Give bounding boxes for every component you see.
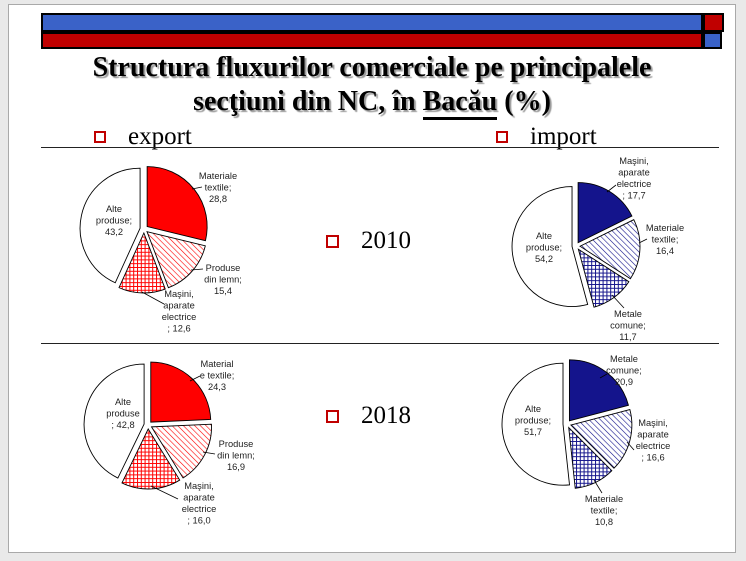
leader-line-0 — [191, 186, 203, 190]
pie-svg-export-2010: Materiale textile; 28,8 Produse din lemn; 15,… — [79, 166, 242, 334]
slice-label-1: Maşini, aparate electrice; 16,6 — [636, 418, 671, 463]
pie-slice-2 — [118, 231, 166, 294]
leader-line-1 — [190, 268, 204, 271]
pie-slice-2 — [121, 428, 181, 490]
slide-title-place: Bacău — [422, 86, 498, 120]
bullet-square-icon — [94, 131, 106, 143]
pie-slice-1 — [579, 219, 641, 280]
leader-line-2 — [150, 485, 179, 500]
top-bar-red — [41, 32, 703, 49]
pie-slice-3 — [79, 167, 141, 284]
pie-slice-1 — [146, 231, 206, 289]
slice-label-3: Alte produse; 54,2 — [526, 231, 562, 264]
slide: Structura fluxurilor comerciale pe princ… — [8, 4, 736, 553]
slice-label-1: Produse din lemn; 16,9 — [217, 439, 255, 472]
slice-label-2: Maşini, aparate electrice; 16,0 — [182, 481, 217, 526]
slide-title: Structura fluxurilor comerciale pe princ… — [9, 51, 735, 120]
slice-label-3: Alte produse; 42,8 — [106, 397, 140, 430]
slide-title-line2: secţiuni din NC, în Bacău (%) — [9, 85, 735, 120]
pie-chart-import-2018: Metale comune; 20,9 Maşini, aparate electrice… — [481, 346, 746, 535]
pie-slice-2 — [577, 248, 630, 308]
slide-title-line2-post: (%) — [497, 86, 551, 117]
row-divider-line — [41, 343, 719, 344]
leader-line-2 — [141, 291, 165, 305]
slice-label-0: Metale comune; 20,9 — [606, 354, 642, 387]
bullet-square-icon — [496, 131, 508, 143]
pie-chart-import-2010: Maşini, aparate electrice; 17,7 Materiale te… — [481, 151, 746, 350]
year-label-2010: 2010 — [326, 227, 411, 255]
column-header-import: import — [496, 123, 597, 151]
leader-line-1 — [626, 441, 635, 451]
year-2018-text: 2018 — [361, 402, 411, 429]
column-header-export-label: export — [128, 123, 192, 150]
slice-label-3: Alte produse; 51,7 — [515, 404, 551, 437]
leader-line-2 — [611, 294, 625, 309]
leader-line-2 — [593, 479, 603, 494]
pie-slice-0 — [577, 182, 633, 244]
bullet-square-icon — [326, 234, 339, 248]
slice-label-0: Material e textile; 24,3 — [200, 359, 235, 392]
leader-line-0 — [606, 184, 617, 193]
slice-label-0: Materiale textile; 28,8 — [199, 171, 237, 204]
slice-label-2: Maşini, aparate electrice; 12,6 — [162, 289, 197, 334]
slide-title-line1: Structura fluxurilor comerciale pe princ… — [92, 52, 652, 83]
header-divider-line — [41, 147, 719, 148]
pie-slice-3 — [511, 186, 589, 307]
pie-chart-export-2010: Materiale textile; 28,8 Produse din lemn; 15,… — [61, 153, 313, 349]
pie-slice-2 — [568, 426, 613, 489]
top-corner-square-red — [703, 13, 724, 32]
pie-slice-3 — [501, 362, 571, 486]
top-bar-blue — [41, 13, 703, 32]
column-header-export: export — [94, 123, 192, 151]
pie-svg-import-2018: Metale comune; 20,9 Maşini, aparate electrice… — [501, 354, 671, 527]
leader-line-1 — [638, 238, 648, 244]
leader-line-0 — [189, 375, 201, 382]
leader-line-0 — [599, 373, 608, 379]
leader-line-1 — [202, 451, 216, 455]
column-header-import-label: import — [530, 123, 597, 150]
pie-svg-import-2010: Maşini, aparate electrice; 17,7 Materiale te… — [511, 156, 684, 342]
slice-label-1: Produse din lemn; 15,4 — [204, 263, 242, 296]
pie-chart-export-2018: Material e textile; 24,3 Produse din lemn; 16… — [61, 349, 313, 535]
bullet-square-icon — [326, 409, 339, 423]
top-corner-square-blue — [703, 32, 722, 49]
pie-slice-1 — [569, 408, 633, 469]
slide-title-line2-pre: secţiuni din NC, în — [193, 86, 423, 117]
year-2010-text: 2010 — [361, 227, 411, 254]
year-label-2018: 2018 — [326, 402, 411, 430]
slice-label-3: Alte produse; 43,2 — [96, 204, 132, 237]
pie-svg-export-2018: Material e textile; 24,3 Produse din lemn; 16… — [83, 359, 255, 526]
slice-label-1: Materiale textile; 16,4 — [646, 223, 684, 256]
pie-slice-0 — [150, 361, 212, 423]
pie-slice-3 — [83, 363, 145, 479]
slice-label-2: Materiale textile; 10,8 — [585, 494, 623, 527]
slice-label-2: Metale comune; 11,7 — [610, 309, 646, 342]
pie-slice-0 — [146, 166, 208, 242]
slice-label-0: Maşini, aparate electrice; 17,7 — [617, 156, 652, 201]
pie-slice-1 — [150, 423, 212, 479]
pie-slice-0 — [568, 359, 629, 422]
